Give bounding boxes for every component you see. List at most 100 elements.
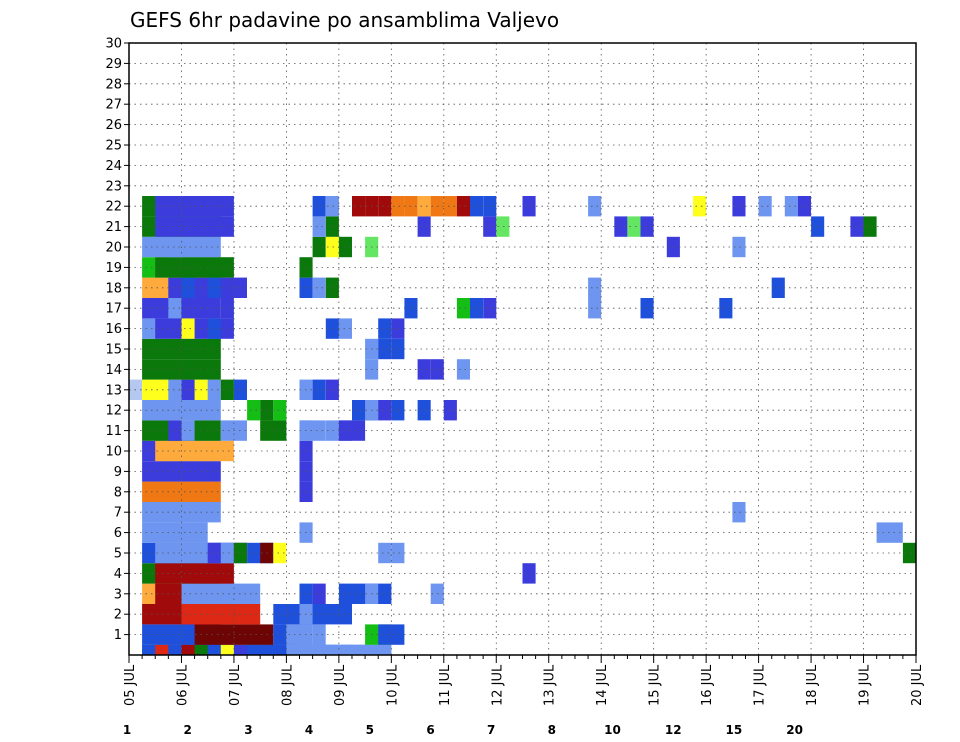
heatmap-cell: [443, 196, 457, 217]
heatmap-cell: [850, 216, 864, 237]
heatmap-cell: [325, 644, 392, 655]
heatmap-cell: [168, 298, 182, 319]
x-tick-label: 18 JUL: [805, 664, 820, 706]
x-tick-label: 10 JUL: [385, 664, 400, 706]
x-tick-label: 14 JUL: [595, 664, 610, 706]
heatmap-cell: [378, 400, 392, 421]
heatmap-cell: [522, 563, 536, 584]
colorbar-label: 15: [726, 723, 743, 737]
colorbar-label: 6: [426, 723, 434, 737]
colorbar-label: 10: [604, 723, 621, 737]
heatmap-cell: [614, 216, 628, 237]
y-tick-label: 21: [105, 220, 122, 235]
y-axis: 1234567891011121314151617181920212223242…: [105, 37, 129, 643]
heatmap-cell: [443, 400, 457, 421]
colorbar-label: 7: [487, 723, 495, 737]
heatmap-cell: [378, 624, 405, 645]
y-tick-label: 12: [105, 404, 122, 419]
heatmap-cell: [456, 359, 470, 380]
heatmap-cell: [588, 196, 602, 217]
heatmap-cell: [181, 277, 195, 298]
heatmap-cell: [155, 196, 234, 217]
heatmap-cell: [142, 502, 221, 523]
heatmap-cell: [155, 216, 234, 237]
heatmap-cell: [220, 542, 234, 564]
colorbar-label: 20: [786, 723, 803, 737]
heatmap-cell: [325, 236, 339, 258]
heatmap-cell: [207, 277, 221, 298]
heatmap-cell: [181, 318, 195, 339]
heatmap-cell: [588, 298, 602, 319]
heatmap-cells: [129, 196, 916, 655]
grid-lines: [129, 42, 917, 655]
x-tick-label: 05 JUL: [123, 664, 138, 706]
heatmap-cell: [588, 277, 602, 298]
y-tick-label: 28: [105, 77, 122, 92]
x-tick-label: 19 JUL: [858, 664, 873, 706]
heatmap-cell: [312, 583, 326, 604]
heatmap-cell: [378, 542, 392, 564]
heatmap-cell: [155, 563, 234, 584]
heatmap-cell: [391, 318, 405, 339]
heatmap-cell: [352, 196, 366, 217]
y-tick-label: 1: [114, 628, 122, 643]
y-tick-label: 5: [114, 547, 122, 562]
y-tick-label: 25: [105, 139, 122, 154]
heatmap-cell: [181, 604, 261, 625]
heatmap-cell: [325, 277, 339, 298]
heatmap-cell: [391, 338, 405, 360]
y-tick-label: 8: [114, 485, 122, 500]
x-tick-label: 07 JUL: [228, 664, 243, 706]
heatmap-cell: [168, 420, 182, 441]
heatmap-cell: [378, 338, 392, 360]
heatmap-cell: [273, 604, 352, 625]
colorbar-label: 8: [548, 723, 556, 737]
heatmap-cell: [863, 216, 877, 237]
y-tick-label: 14: [105, 363, 122, 378]
y-tick-label: 9: [114, 465, 122, 480]
heatmap-cell: [784, 196, 798, 217]
colorbar-legend: 1 2 3 4 5 6 7 8 10 12 15 20: [123, 723, 803, 737]
heatmap-cell: [417, 216, 431, 237]
x-tick-label: 17 JUL: [753, 664, 768, 706]
heatmap-cell: [456, 298, 470, 319]
heatmap-cell: [299, 420, 326, 441]
x-tick-label: 15 JUL: [648, 664, 663, 706]
heatmap-cell: [391, 196, 405, 217]
heatmap-cell: [902, 542, 916, 564]
y-tick-label: 30: [105, 37, 122, 52]
chart-title: GEFS 6hr padavine po ansamblima Valjevo: [130, 8, 559, 32]
heatmap-cell: [168, 379, 182, 400]
heatmap-cell: [142, 400, 221, 421]
heatmap-cell: [627, 216, 641, 237]
x-tick-label: 08 JUL: [280, 664, 295, 706]
x-tick-label: 12 JUL: [490, 664, 505, 706]
y-tick-label: 22: [105, 200, 122, 215]
heatmap-cell: [496, 216, 510, 237]
heatmap-cell: [378, 318, 392, 339]
heatmap-cell: [273, 624, 287, 645]
heatmap-cell: [142, 461, 221, 482]
y-tick-label: 15: [105, 343, 122, 358]
colorbar-label: 2: [184, 723, 192, 737]
heatmap-cell: [181, 583, 261, 604]
y-tick-label: 2: [114, 608, 122, 623]
colorbar-label: 3: [244, 723, 252, 737]
y-tick-label: 3: [114, 587, 122, 602]
y-tick-label: 7: [114, 506, 122, 521]
colorbar-label: 4: [305, 723, 313, 737]
heatmap-cell: [220, 379, 234, 400]
heatmap-cell: [286, 624, 300, 645]
heatmap-cell: [338, 318, 352, 339]
heatmap-cell: [247, 400, 261, 421]
heatmap-cell: [142, 522, 208, 543]
heatmap-cell: [207, 318, 221, 339]
colorbar-label: 1: [123, 723, 131, 737]
heatmap-cell: [797, 196, 811, 217]
colorbar-label: 5: [366, 723, 374, 737]
y-tick-label: 4: [114, 567, 122, 582]
heatmap-cell: [456, 196, 470, 217]
heatmap-cell: [338, 420, 366, 441]
heatmap-cell: [142, 338, 221, 360]
heatmap-cell: [312, 216, 326, 237]
